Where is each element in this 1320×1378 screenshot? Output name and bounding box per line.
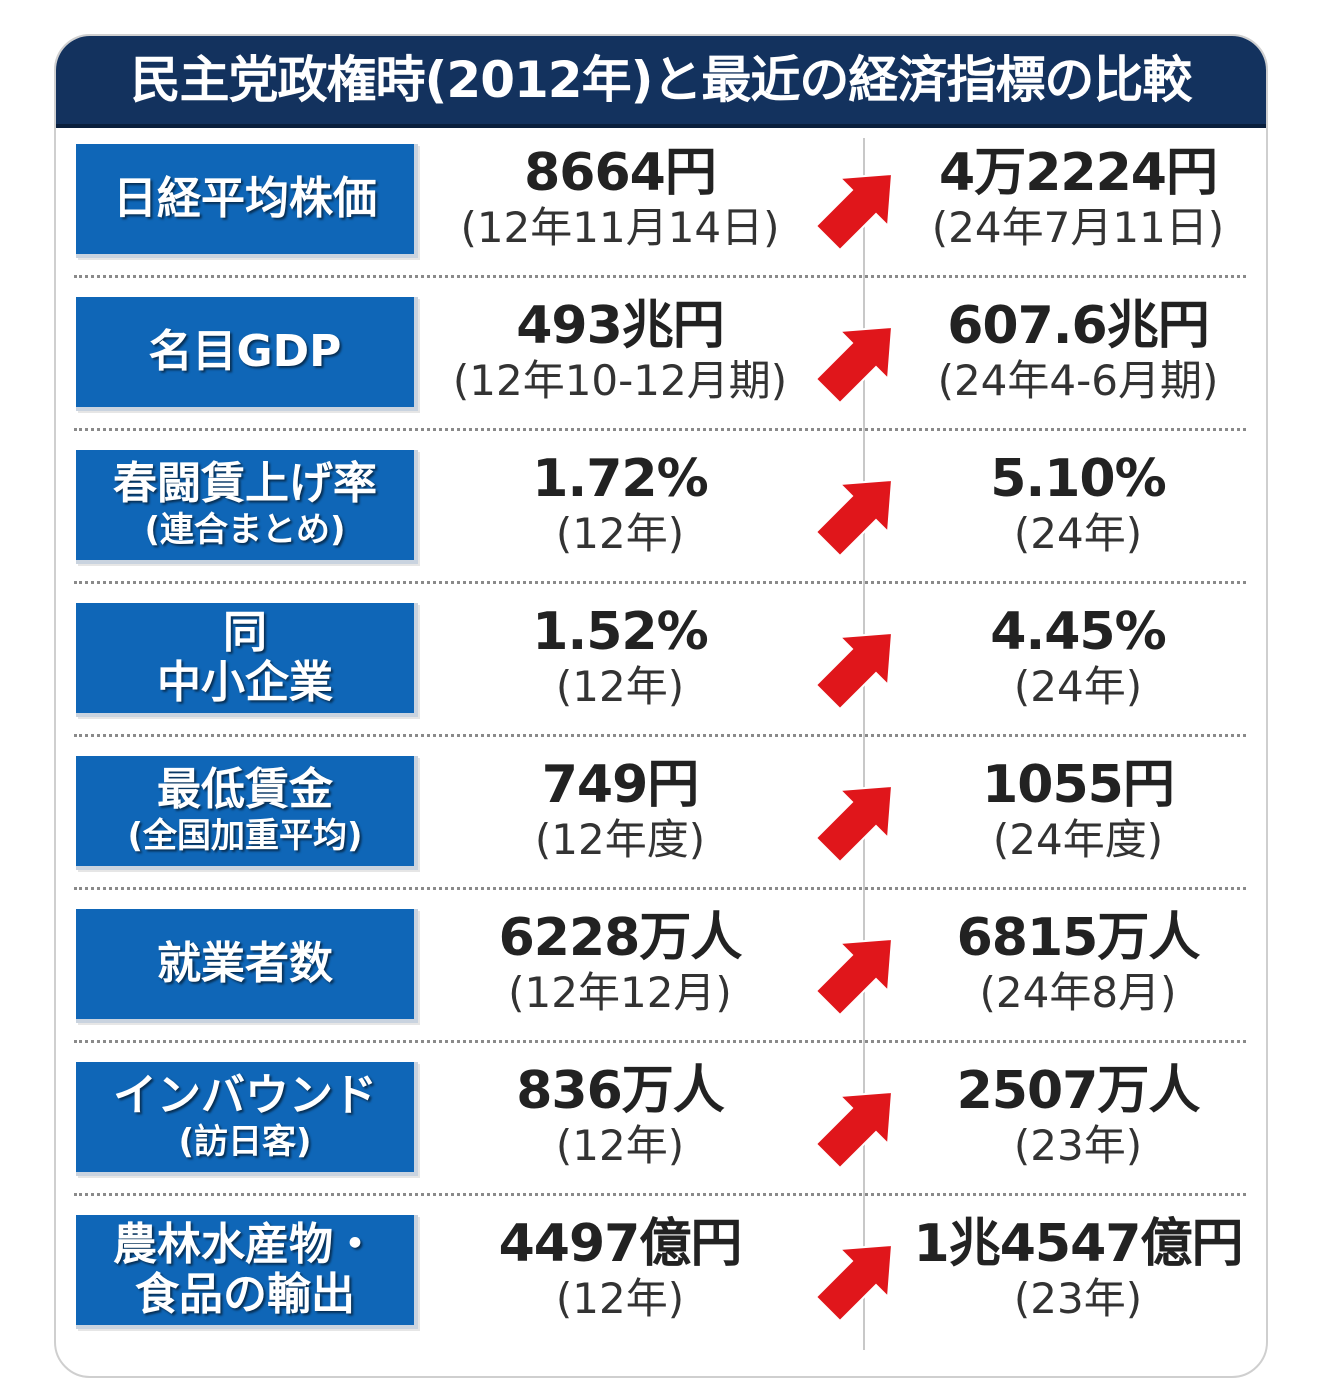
date-recent: (24年7月11日) xyxy=(931,203,1225,252)
date-recent: (24年4-6月期) xyxy=(937,356,1219,405)
indicator-label: 春闘賃上げ率 xyxy=(113,458,377,509)
indicator-label: 就業者数 xyxy=(157,938,333,989)
date-2012: (12年11月14日) xyxy=(460,203,780,252)
date-2012: (12年10-12月期) xyxy=(452,356,788,405)
red-up-right-arrow-icon xyxy=(814,631,894,711)
row-separator xyxy=(74,581,1246,584)
indicator-row: 就業者数 6228万人 (12年12月) 6815万人 (24年8月) xyxy=(0,903,1320,1056)
indicator-sublabel: 中小企業 xyxy=(157,657,333,708)
indicator-label-box: 最低賃金 (全国加重平均) xyxy=(76,756,418,870)
indicator-label-box: 就業者数 xyxy=(76,909,418,1023)
value-recent: 2507万人 xyxy=(956,1061,1201,1121)
date-recent: (24年) xyxy=(1013,509,1143,558)
value-2012-cell: 8664円 (12年11月14日) xyxy=(420,144,820,256)
page-title: 民主党政権時(2012年)と最近の経済指標の比較 xyxy=(130,51,1193,109)
value-recent: 4.45% xyxy=(990,602,1166,662)
value-2012-cell: 4497億円 (12年) xyxy=(420,1215,820,1327)
indicator-label: 最低賃金 xyxy=(157,764,333,815)
row-separator xyxy=(74,275,1246,278)
row-separator xyxy=(74,887,1246,890)
value-recent-cell: 1兆4547億円 (23年) xyxy=(878,1215,1278,1327)
red-up-right-arrow-icon xyxy=(814,172,894,252)
value-recent-cell: 6815万人 (24年8月) xyxy=(878,909,1278,1021)
value-2012-cell: 6228万人 (12年12月) xyxy=(420,909,820,1021)
indicator-sublabel: (訪日客) xyxy=(178,1122,312,1162)
value-recent-cell: 1055円 (24年度) xyxy=(878,756,1278,868)
value-2012-cell: 749円 (12年度) xyxy=(420,756,820,868)
value-2012: 4497億円 xyxy=(498,1214,743,1274)
red-up-right-arrow-icon xyxy=(814,784,894,864)
value-recent: 5.10% xyxy=(990,449,1166,509)
date-2012: (12年) xyxy=(555,509,685,558)
row-separator xyxy=(74,1040,1246,1043)
value-2012-cell: 1.52% (12年) xyxy=(420,603,820,715)
date-recent: (23年) xyxy=(1013,1274,1143,1323)
row-separator xyxy=(74,1193,1246,1196)
red-up-right-arrow-icon xyxy=(814,937,894,1017)
value-recent: 4万2224円 xyxy=(939,143,1218,203)
value-2012: 1.52% xyxy=(532,602,708,662)
value-recent-cell: 4.45% (24年) xyxy=(878,603,1278,715)
date-2012: (12年) xyxy=(555,1121,685,1170)
value-2012: 836万人 xyxy=(516,1061,725,1121)
date-2012: (12年度) xyxy=(534,815,706,864)
value-recent: 607.6兆円 xyxy=(947,296,1209,356)
column-divider xyxy=(863,138,865,1350)
indicator-sublabel: (全国加重平均) xyxy=(127,816,363,856)
red-up-right-arrow-icon xyxy=(814,1243,894,1323)
value-2012: 6228万人 xyxy=(498,908,743,968)
value-2012-cell: 836万人 (12年) xyxy=(420,1062,820,1174)
indicator-label-box: 同 中小企業 xyxy=(76,603,418,717)
indicator-sublabel: 食品の輸出 xyxy=(135,1269,355,1320)
value-2012-cell: 493兆円 (12年10-12月期) xyxy=(420,297,820,409)
value-recent-cell: 2507万人 (23年) xyxy=(878,1062,1278,1174)
indicator-row: 春闘賃上げ率 (連合まとめ) 1.72% (12年) 5.10% (24年) xyxy=(0,444,1320,597)
value-2012: 749円 xyxy=(541,755,700,815)
indicator-label-box: 春闘賃上げ率 (連合まとめ) xyxy=(76,450,418,564)
indicator-label-box: 名目GDP xyxy=(76,297,418,411)
indicator-label: 日経平均株価 xyxy=(113,173,377,224)
value-2012: 493兆円 xyxy=(516,296,725,356)
title-bar: 民主党政権時(2012年)と最近の経済指標の比較 xyxy=(56,36,1266,128)
value-2012: 1.72% xyxy=(532,449,708,509)
indicator-label-box: 農林水産物・ 食品の輸出 xyxy=(76,1215,418,1329)
red-up-right-arrow-icon xyxy=(814,478,894,558)
row-separator xyxy=(74,734,1246,737)
value-recent: 6815万人 xyxy=(956,908,1201,968)
indicator-row: インバウンド (訪日客) 836万人 (12年) 2507万人 (23年) xyxy=(0,1056,1320,1209)
value-2012: 8664円 xyxy=(524,143,717,203)
row-separator xyxy=(74,428,1246,431)
indicator-label-box: 日経平均株価 xyxy=(76,144,418,258)
value-recent: 1055円 xyxy=(982,755,1175,815)
indicator-row: 最低賃金 (全国加重平均) 749円 (12年度) 1055円 (24年度) xyxy=(0,750,1320,903)
date-recent: (24年) xyxy=(1013,662,1143,711)
indicator-row: 名目GDP 493兆円 (12年10-12月期) 607.6兆円 (24年4-6… xyxy=(0,291,1320,444)
date-recent: (23年) xyxy=(1013,1121,1143,1170)
value-recent-cell: 5.10% (24年) xyxy=(878,450,1278,562)
indicator-sublabel: (連合まとめ) xyxy=(144,510,346,550)
value-recent-cell: 4万2224円 (24年7月11日) xyxy=(878,144,1278,256)
indicator-row: 同 中小企業 1.52% (12年) 4.45% (24年) xyxy=(0,597,1320,750)
indicator-row: 日経平均株価 8664円 (12年11月14日) 4万2224円 (24年7月1… xyxy=(0,138,1320,291)
indicator-label: 名目GDP xyxy=(148,326,342,377)
red-up-right-arrow-icon xyxy=(814,325,894,405)
indicator-label: インバウンド xyxy=(113,1070,377,1121)
red-up-right-arrow-icon xyxy=(814,1090,894,1170)
date-recent: (24年度) xyxy=(992,815,1164,864)
indicator-label-box: インバウンド (訪日客) xyxy=(76,1062,418,1176)
value-2012-cell: 1.72% (12年) xyxy=(420,450,820,562)
indicator-label: 農林水産物・ xyxy=(113,1219,377,1270)
date-2012: (12年) xyxy=(555,662,685,711)
value-recent-cell: 607.6兆円 (24年4-6月期) xyxy=(878,297,1278,409)
value-recent: 1兆4547億円 xyxy=(913,1214,1244,1274)
date-recent: (24年8月) xyxy=(979,968,1177,1017)
date-2012: (12年12月) xyxy=(508,968,732,1017)
date-2012: (12年) xyxy=(555,1274,685,1323)
indicator-label: 同 xyxy=(223,607,267,658)
indicator-row: 農林水産物・ 食品の輸出 4497億円 (12年) 1兆4547億円 (23年) xyxy=(0,1209,1320,1362)
